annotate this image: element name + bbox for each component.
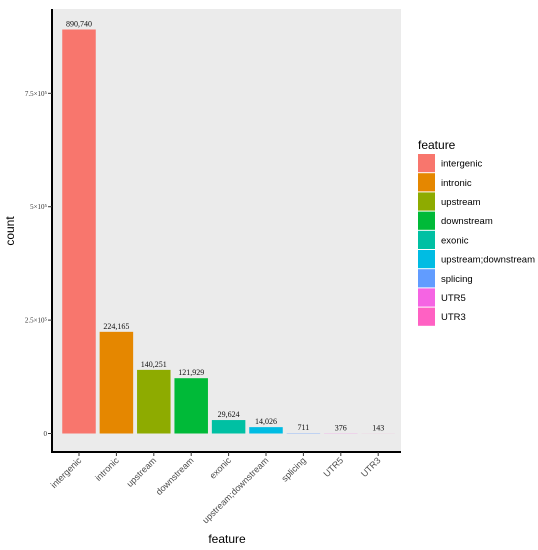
data-label-splicing: 711 [298, 423, 310, 432]
x-tick-label-upstream: upstream [125, 455, 159, 489]
legend-swatch-intronic [418, 173, 435, 192]
bar-upstream;downstream [249, 427, 283, 434]
legend-title: feature [418, 138, 456, 152]
x-tick-label-downstream: downstream [154, 455, 196, 497]
legend-label-UTR3: UTR3 [441, 312, 466, 323]
bar-intergenic [62, 29, 96, 434]
legend: feature intergenic intronic upstream downst… [418, 138, 535, 326]
y-tick-label: 5×10⁵ [30, 203, 47, 211]
data-label-upstream: 140,251 [141, 360, 167, 369]
y-ticks-layer: 0 2.5×10⁵ 5×10⁵ 7.5×10⁵ [25, 90, 52, 438]
data-label-UTR3: 143 [372, 423, 384, 432]
data-label-upstream;downstream: 14,026 [255, 417, 277, 426]
y-axis-title: count [3, 216, 17, 246]
data-label-UTR5: 376 [335, 423, 347, 432]
legend-label-upstream: upstream [441, 197, 481, 208]
legend-swatch-splicing [418, 269, 435, 288]
legend-swatch-intergenic [418, 154, 435, 173]
legend-label-intergenic: intergenic [441, 159, 482, 170]
x-axis-title: feature [208, 532, 246, 546]
x-tick-label-exonic: exonic [208, 455, 234, 481]
legend-swatch-UTR5 [418, 288, 435, 307]
y-tick-label: 0 [44, 430, 48, 438]
legend-swatch-exonic [418, 230, 435, 249]
x-tick-label-upstream;downstream: upstream;downstream [200, 455, 270, 525]
bar-upstream [137, 369, 171, 434]
legend-label-exonic: exonic [441, 235, 469, 246]
y-tick-label: 7.5×10⁵ [25, 90, 48, 98]
legend-swatch-UTR3 [418, 307, 435, 326]
data-label-intronic: 224,165 [103, 322, 129, 331]
x-tick-label-UTR3: UTR3 [359, 455, 383, 479]
bars-layer [62, 29, 395, 434]
data-labels-layer: 890,740 224,165 140,251 121,929 29,624 14,026… [66, 20, 384, 433]
legend-swatch-upstream [418, 192, 435, 211]
y-tick-label: 2.5×10⁵ [25, 317, 48, 325]
bar-exonic [211, 420, 246, 434]
legend-swatch-upstream;downstream [418, 250, 435, 269]
legend-label-upstream;downstream: upstream;downstream [441, 255, 535, 266]
legend-swatch-downstream [418, 211, 435, 230]
x-tick-label-UTR5: UTR5 [322, 455, 346, 479]
bar-intronic [99, 331, 134, 434]
legend-label-UTR5: UTR5 [441, 293, 466, 304]
x-tick-label-intronic: intronic [93, 455, 121, 483]
legend-label-splicing: splicing [441, 274, 473, 285]
data-label-downstream: 121,929 [178, 368, 204, 377]
data-label-intergenic: 890,740 [66, 20, 92, 29]
x-tick-label-intergenic: intergenic [49, 455, 84, 490]
data-label-exonic: 29,624 [218, 410, 240, 419]
x-tick-label-splicing: splicing [280, 455, 308, 483]
bar-downstream [174, 378, 208, 434]
legend-label-downstream: downstream [441, 216, 493, 227]
legend-label-intronic: intronic [441, 178, 472, 189]
